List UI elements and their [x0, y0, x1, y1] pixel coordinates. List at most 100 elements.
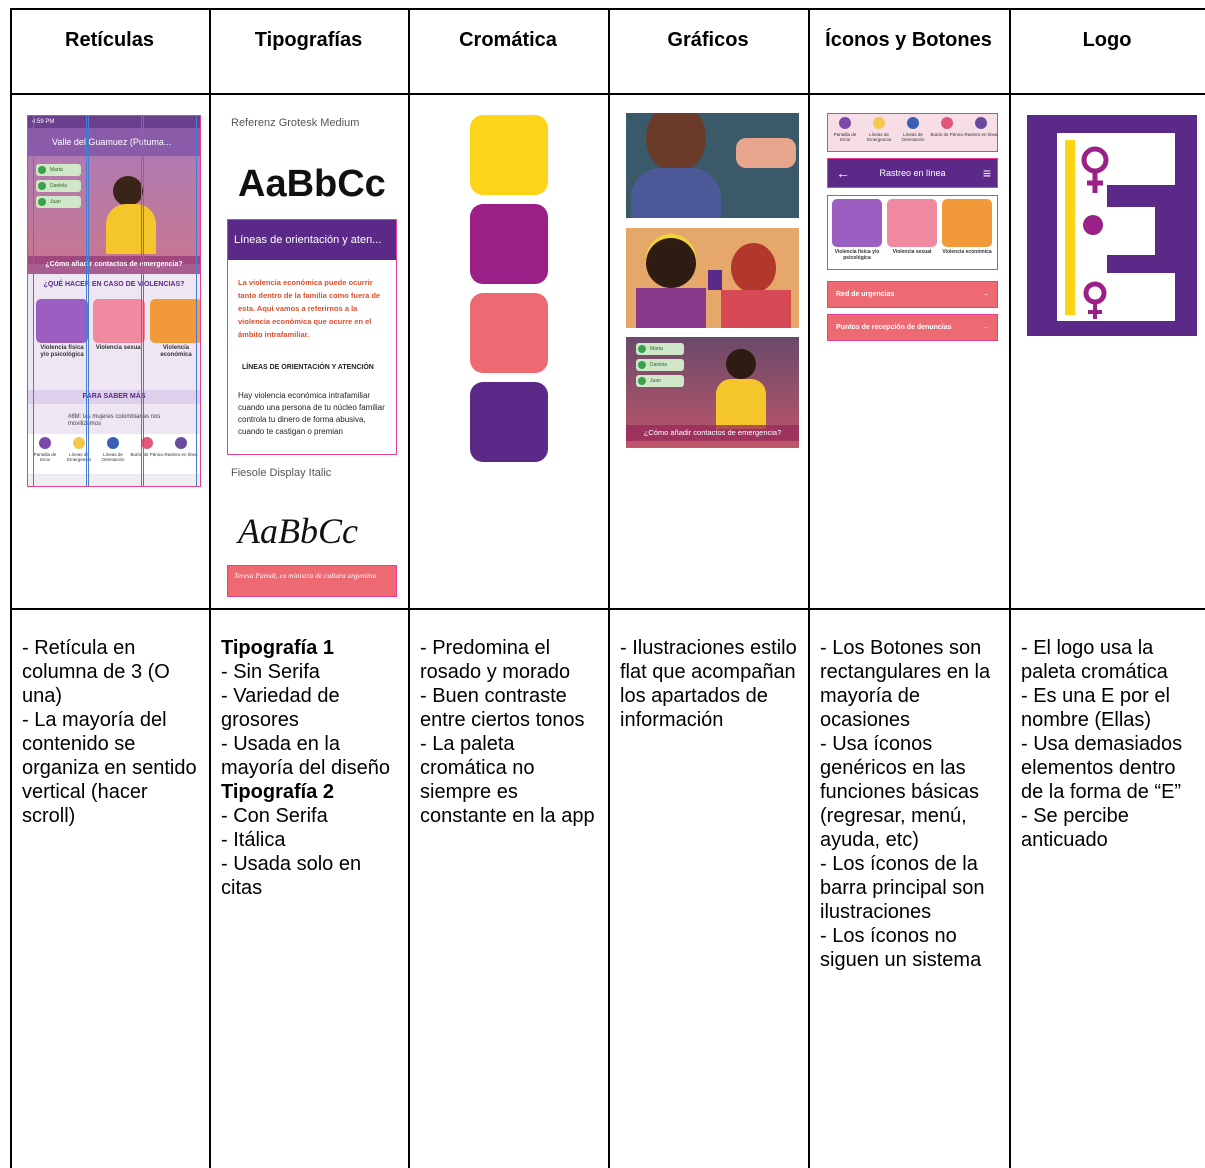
grid-col: [143, 116, 197, 486]
note-heading: Tipografía 1: [221, 637, 334, 659]
header-text: Gráficos: [667, 29, 749, 51]
card-label: Violencia económica: [942, 249, 992, 255]
back-icon: ←: [836, 165, 850, 181]
grid-col: [88, 116, 142, 486]
contact-icon: [38, 166, 46, 174]
nav-icon: [907, 117, 919, 129]
nav-label: Botón de Pánico: [930, 132, 964, 137]
figure-body: [106, 204, 156, 254]
figure-body: [636, 288, 706, 328]
button-label: Red de urgencias: [836, 291, 895, 298]
hand: [736, 138, 796, 168]
nav-label: Botón de Pánico: [130, 452, 164, 457]
nav-icon: [975, 117, 987, 129]
button: Puntos de recepción de denuncias →: [827, 314, 998, 341]
system-bar: [28, 476, 200, 486]
app-bar: Valle del Guamuez (Putuma...: [28, 128, 200, 156]
font-name: Referenz Grotesk Medium: [231, 117, 360, 129]
note-item: - Variedad de grosores: [221, 685, 340, 731]
note-cell: Tipografía 1- Sin Serifa - Variedad de gr…: [209, 636, 408, 900]
note-item: - Es una E por el nombre (Ellas): [1021, 685, 1170, 731]
contact-row: Marta: [36, 164, 81, 176]
card-label: Violencia física y/o psicológica: [40, 345, 84, 358]
card-image: [942, 199, 992, 247]
column-header: Logo: [1009, 8, 1205, 93]
card-label: Violencia sexual: [95, 345, 143, 351]
illustration: [626, 113, 799, 218]
nav-icon: [141, 437, 153, 449]
button-label: Puntos de recepción de denuncias: [836, 324, 952, 331]
contact-icon: [638, 345, 646, 353]
note-item: - Se percibe anticuado: [1021, 805, 1129, 851]
banner: ¿Cómo añadir contactos de emergencia?: [626, 425, 799, 441]
card-label: Violencia económica: [160, 345, 192, 358]
more-title: PARA SABER MÁS: [28, 390, 200, 404]
header-text: Íconos y Botones: [825, 29, 992, 51]
card-label: Violencia física y/o psicológica: [834, 249, 880, 261]
card-image: [93, 299, 145, 343]
note-cell: - Ilustraciones estilo flat que acompaña…: [608, 636, 808, 732]
symbol: [1087, 171, 1103, 193]
note-item: - Los íconos no siguen un sistema: [820, 925, 982, 971]
contact-icon: [38, 198, 46, 206]
nav-bar: Pantalla de Inicio Líneas de Emergencia Lí…: [827, 113, 998, 152]
rule: [10, 93, 1205, 95]
contact-list: Marta Daniela Juan: [636, 343, 684, 391]
rule: [10, 608, 1205, 610]
contact-list: Marta Daniela Juan: [36, 164, 81, 212]
nav-label: Pantalla de Inicio: [833, 132, 857, 142]
note-item: - La paleta cromática no siempre es cons…: [420, 733, 595, 827]
cards: Violencia física y/o psicológica Violenci…: [827, 195, 998, 270]
swatch: [470, 293, 548, 373]
cards: Violencia física y/o psicológica Violenci…: [32, 296, 200, 366]
contact-row: Juan: [36, 196, 81, 208]
note-item: - Los Botones son rectangulares en la ma…: [820, 637, 991, 731]
illustration: Marta Daniela Juan: [28, 156, 200, 264]
note-cell: - El logo usa la paleta cromática - Es un…: [1009, 636, 1205, 852]
note-item: - Los íconos de la barra principal son i…: [820, 853, 985, 923]
note-cell: - Predomina el rosado y morado - Buen con…: [408, 636, 608, 828]
rule: [10, 8, 1205, 10]
swatch: [470, 382, 548, 462]
contact-name: Marta: [650, 346, 663, 352]
figure-body: [631, 168, 721, 218]
figure: [731, 243, 776, 293]
header-text: Tipografías: [254, 29, 363, 51]
letter-e: [1057, 133, 1175, 321]
rule: [1009, 8, 1011, 1168]
note-item: - Usa íconos genéricos en las funciones …: [820, 733, 979, 851]
contact-row: Juan: [636, 375, 684, 387]
nav-icon: [39, 437, 51, 449]
nav-icon: [107, 437, 119, 449]
nav-label: Líneas de Orientación: [901, 132, 925, 142]
phone-mockup: 4:59 PM Valle del Guamuez (Putuma... Mar…: [27, 115, 201, 487]
figure-body: [716, 379, 766, 429]
contact-row: Daniela: [636, 359, 684, 371]
nav-label: Rastreo en línea: [164, 452, 198, 457]
contact-icon: [638, 377, 646, 385]
banner: ¿Cómo añadir contactos de emergencia?: [28, 256, 200, 274]
note-item: - Itálica: [221, 829, 286, 851]
contact-icon: [638, 361, 646, 369]
logo-art: [1057, 133, 1175, 321]
note-item: - Predomina el rosado y morado: [420, 637, 571, 683]
body: Hay violencia económica intrafamiliar cu…: [238, 391, 385, 436]
arrow: →: [982, 291, 989, 298]
menu-icon: ≡: [982, 165, 991, 181]
sample-sans: AaBbCc: [238, 163, 386, 205]
card-label: Violencia sexual: [892, 249, 932, 255]
screen-title: Rastreo en línea: [879, 168, 946, 178]
note-cell: - Los Botones son rectangulares en la ma…: [808, 636, 1009, 972]
nav-label: Pantalla de Inicio: [33, 452, 57, 462]
rule: [10, 8, 12, 1168]
figure: [646, 113, 706, 173]
column-header: Íconos y Botones: [808, 8, 1009, 93]
app-bar: ← Rastreo en línea ≡: [827, 158, 998, 188]
logo: [1027, 115, 1197, 336]
stripe: [1065, 140, 1075, 315]
section-title: ¿QUÉ HACER EN CASO DE VIOLENCIAS?: [43, 281, 185, 288]
illustration: Marta Daniela Juan ¿Cómo añadir contactos …: [626, 337, 799, 448]
grid-col: [33, 116, 87, 486]
type-card: Líneas de orientación y aten... La viole…: [227, 219, 397, 455]
note-item: - Con Serifa: [221, 805, 328, 827]
